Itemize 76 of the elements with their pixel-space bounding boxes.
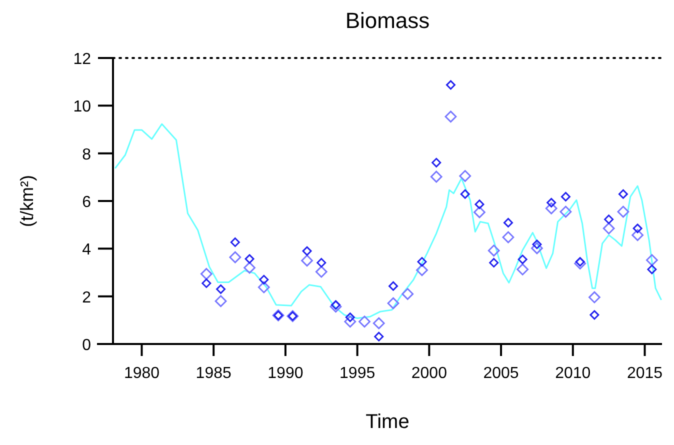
point [345,312,355,322]
point [202,278,212,288]
y-tick-label: 12 [73,51,92,68]
point [316,258,326,268]
point [315,266,328,278]
point [344,316,356,328]
point [474,206,486,218]
point [244,262,256,274]
point [302,246,312,256]
y-tick-label: 0 [82,337,92,354]
point [444,110,457,123]
point [214,295,227,308]
x-tick-label: 1995 [340,365,376,382]
point [503,218,513,228]
x-tick-label: 2000 [411,365,448,382]
point [200,268,212,280]
point [301,254,313,267]
point [430,170,442,183]
chart-title: Biomass [345,8,430,33]
point [532,240,542,250]
y-tick-label: 2 [82,289,92,306]
point [489,258,499,268]
point [502,231,514,244]
point [230,237,240,247]
point [516,263,529,276]
point [604,214,614,224]
x-tick-label: 1980 [124,365,160,382]
point [417,257,427,267]
point [546,198,556,208]
point [560,192,570,202]
x-tick-label: 2005 [483,365,519,382]
point [372,317,385,330]
point [387,297,400,310]
y-tick-label: 8 [82,146,92,164]
point [216,284,226,294]
point [330,300,342,313]
x-axis-title: Time [366,411,410,433]
x-tick-label: 1985 [196,365,232,382]
point [531,242,543,254]
point [259,274,269,284]
point [331,300,341,310]
point [432,158,442,168]
point [402,288,414,300]
point [588,291,600,304]
point [602,222,615,234]
point [647,264,657,274]
point [590,310,600,320]
y-axis-title: (t/km²) [17,175,37,227]
point [618,189,628,199]
point [460,189,470,199]
point [459,170,472,182]
point [632,229,644,242]
point [229,251,242,264]
point [358,316,370,328]
point [617,206,630,218]
point [474,200,484,210]
x-tick-label: 1990 [268,365,304,382]
point [560,206,572,218]
y-tick-label: 10 [73,98,92,116]
x-tick-label: 2015 [626,365,663,382]
point [244,254,254,264]
y-tick-label: 4 [82,242,92,259]
point [646,254,658,266]
point [488,244,500,257]
point [388,281,398,291]
point [258,281,270,294]
point [416,264,428,276]
point [545,202,558,214]
point [518,254,528,264]
y-tick-label: 6 [82,194,92,211]
point [374,332,384,342]
point [575,257,585,267]
point [574,257,586,270]
point [446,80,456,90]
x-tick-label: 2010 [555,365,591,382]
point [632,224,642,234]
